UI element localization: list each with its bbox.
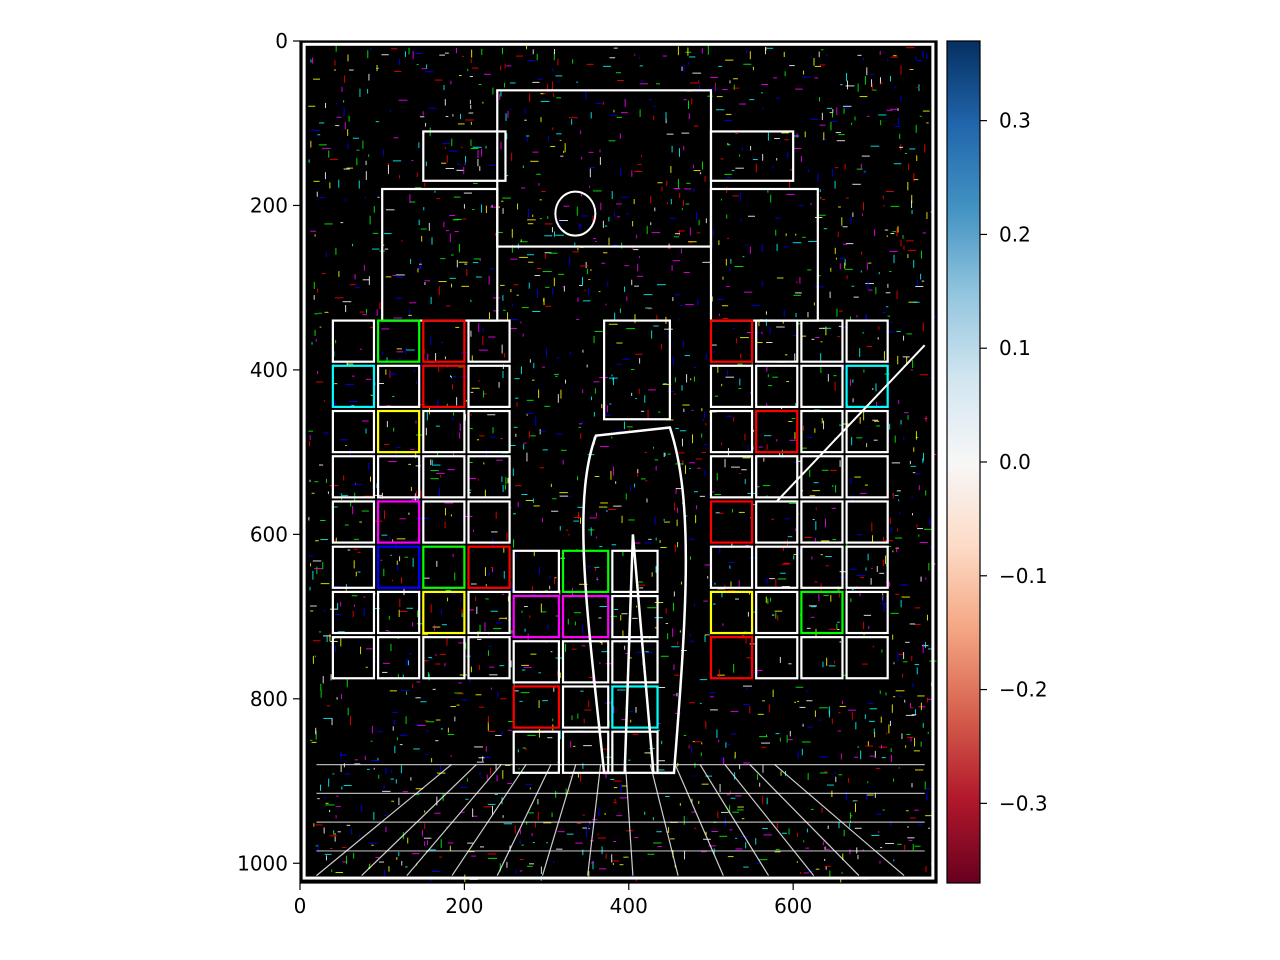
x-tick-label: 200 (445, 894, 483, 918)
colorbar-tick-label: −0.3 (999, 791, 1048, 815)
image-frame (299, 40, 938, 884)
x-axis: 0 200 400 600 (294, 883, 812, 918)
colorbar-tick-label: 0.1 (999, 336, 1031, 360)
edge-image (302, 42, 937, 883)
colorbar-tick-label: 0.2 (999, 222, 1031, 246)
colorbar-tick-label: −0.1 (999, 564, 1048, 588)
x-tick-label: 600 (774, 894, 812, 918)
y-axis: 0 200 400 600 800 1000 (237, 29, 300, 875)
image-background (300, 41, 937, 883)
y-tick-label: 1000 (237, 851, 288, 875)
x-tick-label: 0 (294, 894, 307, 918)
colorbar-fill (947, 41, 980, 883)
colorbar-ticks: 0.3 0.2 0.1 0.0 −0.1 −0.2 −0.3 (980, 109, 1048, 815)
y-tick-label: 200 (250, 193, 288, 217)
colorbar-tick-label: 0.0 (999, 450, 1031, 474)
y-tick-label: 800 (250, 687, 288, 711)
image-panel (299, 40, 938, 884)
y-tick-label: 400 (250, 358, 288, 382)
y-tick-label: 0 (275, 29, 288, 53)
y-tick-label: 600 (250, 522, 288, 546)
colorbar-tick-label: −0.2 (999, 678, 1048, 702)
x-tick-label: 400 (610, 894, 648, 918)
colorbar-tick-label: 0.3 (999, 109, 1031, 133)
colorbar: 0.3 0.2 0.1 0.0 −0.1 −0.2 −0.3 (946, 40, 1048, 884)
